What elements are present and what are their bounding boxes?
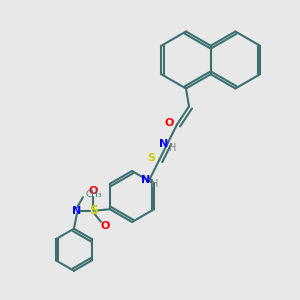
Text: N: N (159, 139, 168, 149)
Text: S: S (148, 153, 155, 163)
Text: O: O (89, 186, 98, 196)
Text: N: N (141, 175, 150, 185)
Text: N: N (72, 206, 82, 216)
Text: H: H (169, 143, 176, 153)
Text: O: O (165, 118, 174, 128)
Text: CH₃: CH₃ (86, 190, 103, 199)
Text: S: S (89, 204, 98, 217)
Text: H: H (151, 179, 158, 189)
Text: O: O (101, 221, 110, 231)
